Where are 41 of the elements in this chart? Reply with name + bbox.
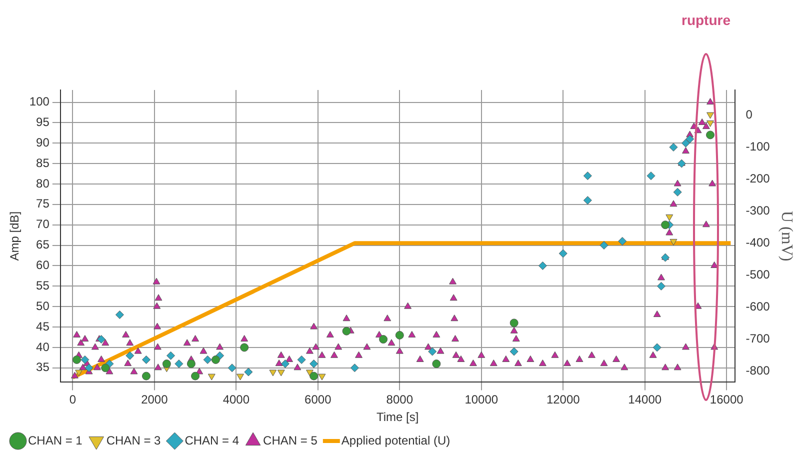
legend-label: CHAN = 3: [106, 433, 162, 448]
y2-tick-label: 0: [746, 108, 753, 122]
x-tick-label: 4000: [222, 392, 250, 407]
y-tick-label: 40: [36, 340, 50, 354]
y-tick-label: 55: [36, 278, 50, 292]
x-tick-label: 14000: [628, 392, 662, 407]
y2-axis-title: U (mV): [778, 210, 796, 262]
y-tick-label: 95: [36, 115, 50, 130]
y-tick-label: 70: [36, 217, 50, 232]
y-tick-label: 90: [36, 135, 50, 150]
y-tick-label: 35: [36, 360, 50, 374]
y-tick-label: 85: [36, 156, 50, 170]
x-axis-title: Time [s]: [376, 410, 419, 424]
y-tick-label: 75: [36, 196, 50, 211]
y2-tick-label: -100: [746, 140, 770, 154]
legend-label: CHAN = 1: [28, 433, 83, 448]
y2-tick-label: -700: [746, 331, 770, 346]
x-tick-label: 16000: [710, 392, 744, 407]
x-tick-label: 10000: [464, 392, 498, 407]
y-tick-label: 50: [36, 298, 50, 313]
x-tick-label: 6000: [304, 392, 332, 407]
x-tick-label: 0: [69, 392, 76, 407]
legend-label: CHAN = 4: [184, 433, 240, 448]
y2-tick-label: -400: [746, 235, 770, 250]
y2-tick-label: -600: [746, 299, 770, 314]
y2-tick-label: -500: [746, 267, 770, 282]
x-tick-label: 8000: [386, 392, 414, 407]
x-tick-label: 12000: [546, 392, 580, 407]
y-tick-label: 60: [36, 258, 50, 272]
y-tick-label: 100: [29, 94, 50, 109]
text: rupture: [680, 12, 732, 28]
legend-label: Applied potential (U): [341, 433, 450, 448]
y2-tick-label: -200: [746, 172, 770, 186]
x-tick-label: 2000: [141, 392, 168, 407]
y-tick-label: 80: [36, 176, 50, 190]
y2-tick-label: -800: [746, 363, 770, 378]
y-tick-label: 45: [36, 319, 50, 334]
legend-label: CHAN = 5: [263, 433, 318, 448]
y2-tick-label: -300: [746, 203, 770, 218]
y-axis-title: Amp [dB]: [8, 211, 22, 261]
y-tick-label: 65: [36, 238, 50, 252]
